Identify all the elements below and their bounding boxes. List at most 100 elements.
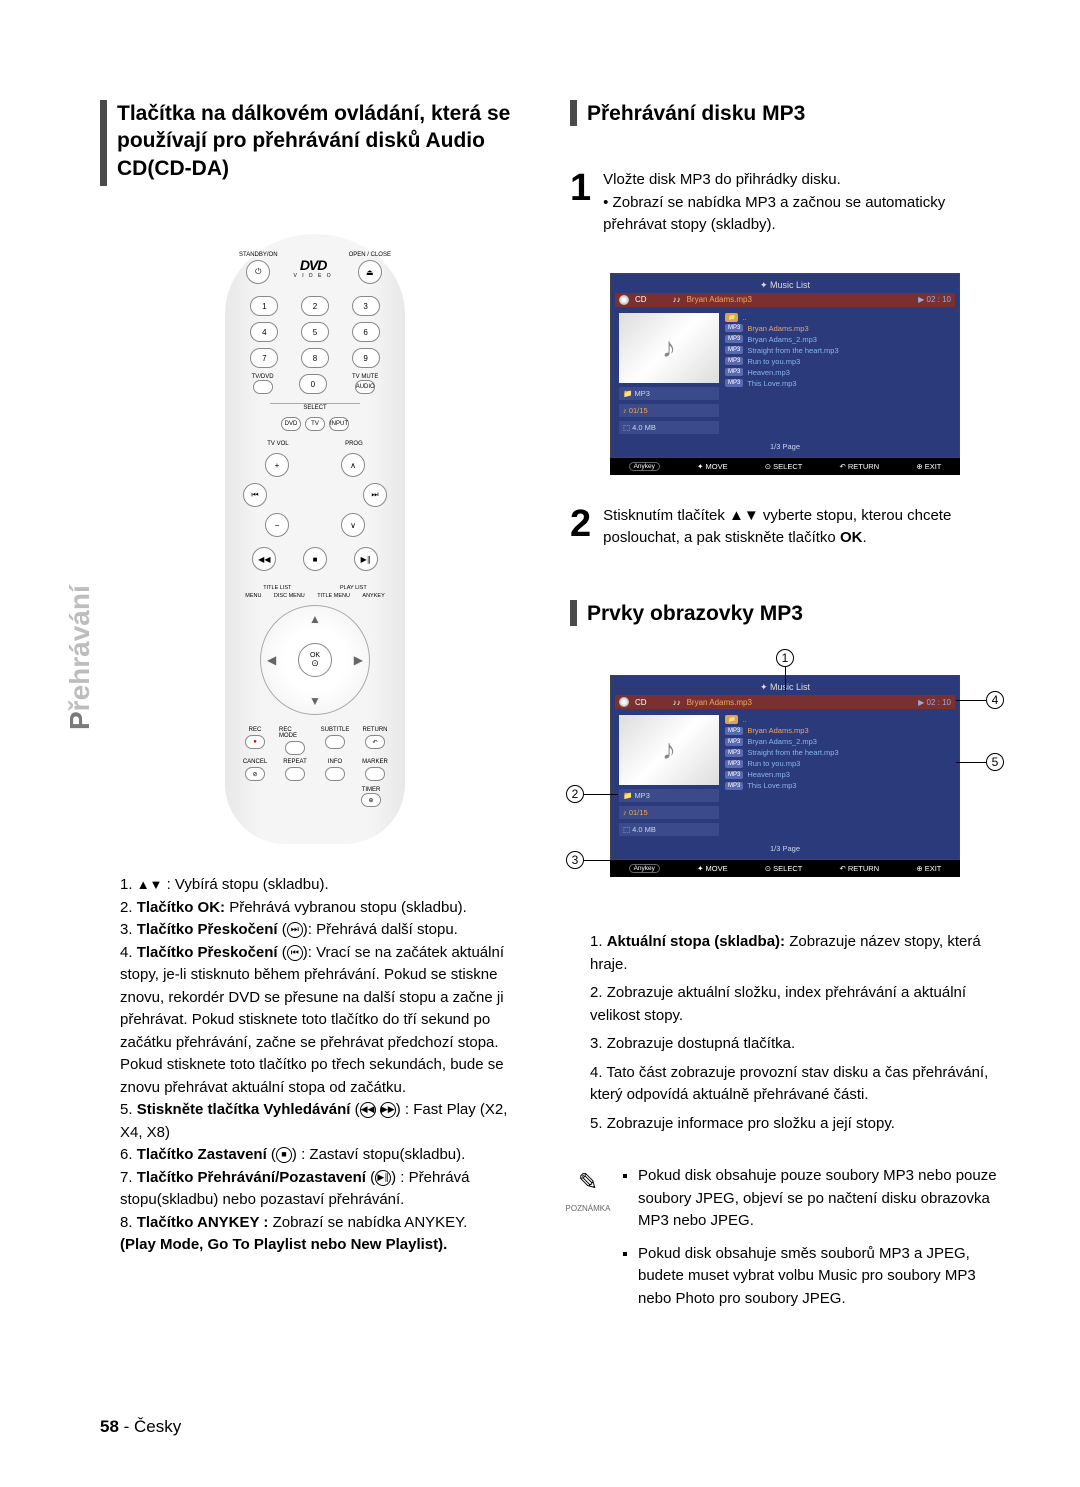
return-btn-label: RETURN: [848, 462, 879, 471]
info-button: [325, 767, 345, 781]
li6-pre: 6.: [120, 1146, 137, 1163]
step-2: 2 Stisknutím tlačítek ▲▼ vyberte stopu, …: [570, 505, 1000, 550]
openclose-button: ⏏: [358, 260, 382, 284]
stop-icon: ■: [303, 547, 327, 571]
heading-bar-icon: [100, 100, 107, 186]
step-1-line1: Vložte disk MP3 do přihrádky disku.: [603, 169, 1000, 192]
callout-line: [785, 667, 786, 691]
repeat-button: [285, 767, 305, 781]
skip-fwd-icon: ⏭: [363, 483, 387, 507]
note-label: POZNÁMKA: [566, 1203, 611, 1215]
dpad-left-icon: ◀: [267, 653, 276, 667]
callout-line: [584, 794, 618, 795]
discmenu-label: DISC MENU: [274, 593, 305, 599]
li1-text: : Vybírá stopu (skladbu).: [162, 876, 328, 893]
li7-pre: 7.: [120, 1169, 137, 1186]
side-tab-text: řehrávání: [64, 585, 95, 711]
move-label: MOVE: [705, 462, 727, 471]
dvd-button: DVD: [281, 417, 301, 431]
note-icon: ✎: [578, 1165, 598, 1201]
playlist-label: PLAY LIST: [340, 585, 367, 591]
mp3-badge: MP3: [725, 738, 743, 746]
rec-label: REC: [249, 727, 262, 733]
side-tab: Přehrávání: [64, 585, 96, 730]
menu-label: MENU: [245, 593, 261, 599]
track-size-2: 4.0 MB: [632, 825, 656, 834]
music-screen-1: ✦ Music List CD ♪♪ Bryan Adams.mp3 ▶ 02 …: [610, 273, 960, 475]
stop-circ-icon: ■: [276, 1147, 292, 1163]
track-name: This Love.mp3: [747, 379, 796, 388]
li5-pre: 5.: [120, 1101, 137, 1118]
track-row: 📁..: [725, 313, 951, 322]
track-name: Bryan Adams_2.mp3: [747, 335, 817, 344]
mp3-badge: MP3: [725, 760, 743, 768]
cd-label: CD: [635, 295, 647, 304]
note-item-2: Pokud disk obsahuje směs souborů MP3 a J…: [638, 1243, 1000, 1311]
rewind-circ-icon: ◀◀: [360, 1102, 376, 1118]
current-track-2: Bryan Adams.mp3: [687, 698, 752, 707]
callout-4: 4: [986, 691, 1004, 709]
note-item-1: Pokud disk obsahuje pouze soubory MP3 ne…: [638, 1165, 1000, 1233]
li3-bold: Tlačítko Přeskočení: [137, 921, 282, 938]
marker-button: [365, 767, 385, 781]
marker-label: MARKER: [362, 759, 388, 765]
track-row: MP3Heaven.mp3: [725, 770, 951, 779]
subtitle-label: SUBTITLE: [321, 727, 350, 733]
track-row: MP3Bryan Adams.mp3: [725, 324, 951, 333]
track-row: MP3Straight from the heart.mp3: [725, 346, 951, 355]
track-index: 01/15: [629, 406, 648, 415]
track-name: Heaven.mp3: [747, 770, 790, 779]
track-name: This Love.mp3: [747, 781, 796, 790]
select-label: SELECT: [303, 405, 326, 411]
li8-bold: Tlačítko ANYKEY :: [137, 1214, 273, 1231]
mp3-badge: MP3: [725, 357, 743, 365]
li5-bold: Stiskněte tlačítka Vyhledávání: [137, 1101, 355, 1118]
li6-bold: Tlačítko Zastavení: [137, 1146, 271, 1163]
exit-btn-label-2: EXIT: [925, 864, 942, 873]
num-5: 5: [301, 322, 329, 342]
page-indicator: 1/3 Page: [615, 440, 955, 453]
dpad-down-icon: ▼: [309, 694, 321, 708]
num-9: 9: [352, 348, 380, 368]
cd-icon: [619, 295, 629, 305]
music-title: Music List: [770, 280, 810, 290]
tv-button: TV: [305, 417, 325, 431]
callout-3: 3: [566, 851, 584, 869]
track-row: MP3This Love.mp3: [725, 781, 951, 790]
music-screen-2: 1 2 3 4 5 ✦ Music List CD ♪♪ Bryan Adams…: [610, 675, 960, 877]
right-heading-2: Prvky obrazovky MP3: [570, 600, 1000, 627]
callout-2: 2: [566, 785, 584, 803]
d3-text: Zobrazuje dostupná tlačítka.: [607, 1035, 795, 1052]
footer-sep: -: [119, 1417, 134, 1436]
rec-button: ●: [245, 735, 265, 749]
skip-fwd-circ-icon: ⏭: [287, 922, 303, 938]
heading-bar-icon: [570, 100, 577, 126]
info-label: INFO: [328, 759, 342, 765]
callout-1: 1: [776, 649, 794, 667]
input-button: INPUT: [329, 417, 349, 431]
num-8: 8: [301, 348, 329, 368]
d1-pre: 1.: [590, 933, 607, 950]
step-1-num: 1: [570, 169, 591, 207]
track-row: MP3Run to you.mp3: [725, 357, 951, 366]
prog-up: ∧: [341, 453, 365, 477]
standby-label: STANDBY/ON: [239, 252, 278, 258]
page-indicator-2: 1/3 Page: [615, 842, 955, 855]
folder-mp3: MP3: [634, 389, 649, 398]
li3-text: : Přehrává další stopu.: [308, 921, 458, 938]
music-title-2: Music List: [770, 682, 810, 692]
prog-down: ∨: [341, 513, 365, 537]
left-heading: Tlačítka na dálkovém ovládání, která se …: [100, 100, 530, 186]
track-name: Straight from the heart.mp3: [747, 748, 838, 757]
dpad: ▲ ▼ ◀ ▶ OK ⊙: [260, 605, 370, 715]
right-column: Přehrávání disku MP3 1 Vložte disk MP3 d…: [570, 100, 1000, 1320]
cancel-button: ⊘: [245, 767, 265, 781]
right-heading1-title: Přehrávání disku MP3: [587, 100, 805, 127]
li3-pre: 3.: [120, 921, 137, 938]
return-label: RETURN: [363, 727, 388, 733]
folder-icon: 📁: [725, 715, 738, 724]
cd-icon: [619, 697, 629, 707]
play-time: 02 : 10: [927, 295, 951, 304]
track-row: MP3This Love.mp3: [725, 379, 951, 388]
track-size: 4.0 MB: [632, 423, 656, 432]
